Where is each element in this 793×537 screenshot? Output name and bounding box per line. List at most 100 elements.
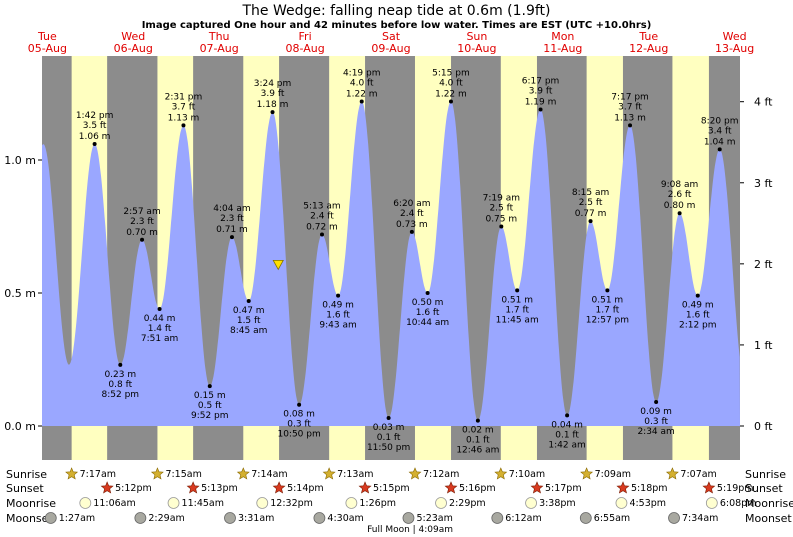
- event-feet: 2.5 ft: [579, 198, 603, 208]
- event-time: 2:57 am: [123, 207, 160, 217]
- day-date: 13-Aug: [715, 42, 754, 55]
- tide-point: [140, 237, 145, 242]
- event-time: 9:52 pm: [191, 411, 229, 421]
- event-metres: 1.04 m: [704, 137, 736, 147]
- tide-point: [448, 99, 453, 104]
- event-metres: 0.49 m: [682, 301, 714, 311]
- tide-point: [270, 110, 275, 115]
- event-time: 5:15 pm: [432, 68, 470, 78]
- moonset-icon: [402, 512, 415, 524]
- tide-point: [605, 288, 610, 293]
- day-date: 05-Aug: [28, 42, 67, 55]
- tide-point: [475, 418, 480, 423]
- event-feet: 0.3 ft: [644, 417, 668, 427]
- event-time: 2:31 pm: [165, 92, 203, 102]
- day-name: Thu: [208, 30, 230, 43]
- day-date: 11-Aug: [543, 42, 582, 55]
- event-time: 5:13 am: [303, 201, 340, 211]
- day-name: Sun: [466, 30, 487, 43]
- moonrise-row-label-right: Moonrise: [745, 497, 793, 510]
- moonrise-time: 2:29pm: [449, 498, 486, 509]
- event-feet: 1.6 ft: [326, 311, 350, 321]
- tide-point: [409, 229, 414, 234]
- tide-point: [297, 402, 302, 407]
- event-time: 6:17 pm: [522, 76, 560, 86]
- tide-point: [654, 400, 659, 405]
- event-metres: 1.18 m: [257, 100, 289, 110]
- moonset-time: 2:29am: [148, 513, 184, 524]
- event-metres: 1.13 m: [168, 113, 200, 123]
- moonset-time: 1:27am: [59, 513, 95, 524]
- moonrise-time: 4:53pm: [629, 498, 666, 509]
- sunset-time: 5:18pm: [631, 483, 668, 494]
- moonset-icon: [668, 512, 680, 524]
- event-metres: 0.51 m: [592, 295, 624, 305]
- event-time: 1:42 am: [548, 440, 585, 450]
- tide-point: [538, 107, 543, 112]
- event-feet: 1.7 ft: [505, 305, 529, 315]
- tide-point: [319, 232, 324, 237]
- moonrise-time: 6:08pm: [720, 498, 757, 509]
- sunset-icon: [444, 481, 458, 494]
- moonset-time: 3:31am: [238, 513, 274, 524]
- day-name: Wed: [723, 30, 747, 43]
- event-feet: 1.4 ft: [148, 324, 172, 334]
- sunset-time: 5:13pm: [201, 483, 238, 494]
- sunrise-icon: [322, 467, 336, 480]
- event-time: 10:50 pm: [277, 430, 320, 440]
- event-metres: 0.15 m: [194, 391, 226, 401]
- sunset-row-label-right: Sunset: [745, 482, 783, 495]
- moonrise-time: 12:32pm: [270, 498, 313, 509]
- right-tick-label: 3 ft: [754, 177, 773, 190]
- day-date: 12-Aug: [629, 42, 668, 55]
- event-metres: 0.49 m: [322, 301, 354, 311]
- event-time: 8:52 pm: [102, 390, 140, 400]
- sunrise-icon: [150, 467, 164, 480]
- event-time: 2:34 am: [637, 427, 674, 437]
- event-time: 4:19 pm: [343, 68, 381, 78]
- event-metres: 0.23 m: [104, 370, 136, 380]
- event-metres: 0.47 m: [233, 306, 265, 316]
- event-feet: 0.1 ft: [555, 430, 579, 440]
- tide-point: [181, 123, 186, 128]
- event-feet: 2.5 ft: [489, 204, 513, 214]
- day-date: 08-Aug: [285, 42, 324, 55]
- sunrise-time: 7:15am: [165, 469, 201, 480]
- event-feet: 2.6 ft: [668, 190, 692, 200]
- tide-point: [359, 99, 364, 104]
- tide-point: [92, 142, 97, 147]
- moonrise-row-label-left: Moonrise: [6, 497, 56, 510]
- event-time: 9:08 am: [661, 180, 698, 190]
- tide-point: [499, 224, 504, 229]
- day-name: Mon: [551, 30, 574, 43]
- event-feet: 3.9 ft: [261, 89, 285, 99]
- moonrise-icon: [525, 497, 537, 509]
- tide-point: [717, 147, 722, 152]
- sunset-row-label-left: Sunset: [6, 482, 44, 495]
- tide-point: [118, 362, 123, 367]
- sunrise-time: 7:17am: [80, 469, 116, 480]
- event-time: 9:43 am: [319, 321, 356, 331]
- sunset-icon: [186, 481, 200, 494]
- event-metres: 0.72 m: [306, 222, 338, 232]
- moon-phase-label: Full Moon | 4:09am: [367, 525, 453, 535]
- day-name: Sat: [382, 30, 401, 43]
- sunrise-time: 7:14am: [251, 469, 287, 480]
- sunrise-time: 7:07am: [680, 469, 716, 480]
- sunset-icon: [100, 481, 114, 494]
- event-time: 7:17 pm: [611, 92, 649, 102]
- tide-point: [425, 291, 430, 295]
- tide-point: [628, 123, 633, 128]
- moonset-time: 4:30am: [327, 513, 363, 524]
- moonset-time: 6:12am: [505, 513, 541, 524]
- event-metres: 0.80 m: [664, 201, 696, 211]
- moonrise-time: 1:26pm: [359, 498, 396, 509]
- day-name: Tue: [638, 30, 658, 43]
- right-tick-label: 4 ft: [754, 96, 773, 109]
- event-feet: 2.4 ft: [400, 209, 424, 219]
- event-metres: 0.02 m: [462, 426, 494, 436]
- left-tick-label: 0.0 m: [4, 420, 36, 433]
- event-metres: 0.44 m: [144, 314, 176, 324]
- day-date: 06-Aug: [114, 42, 153, 55]
